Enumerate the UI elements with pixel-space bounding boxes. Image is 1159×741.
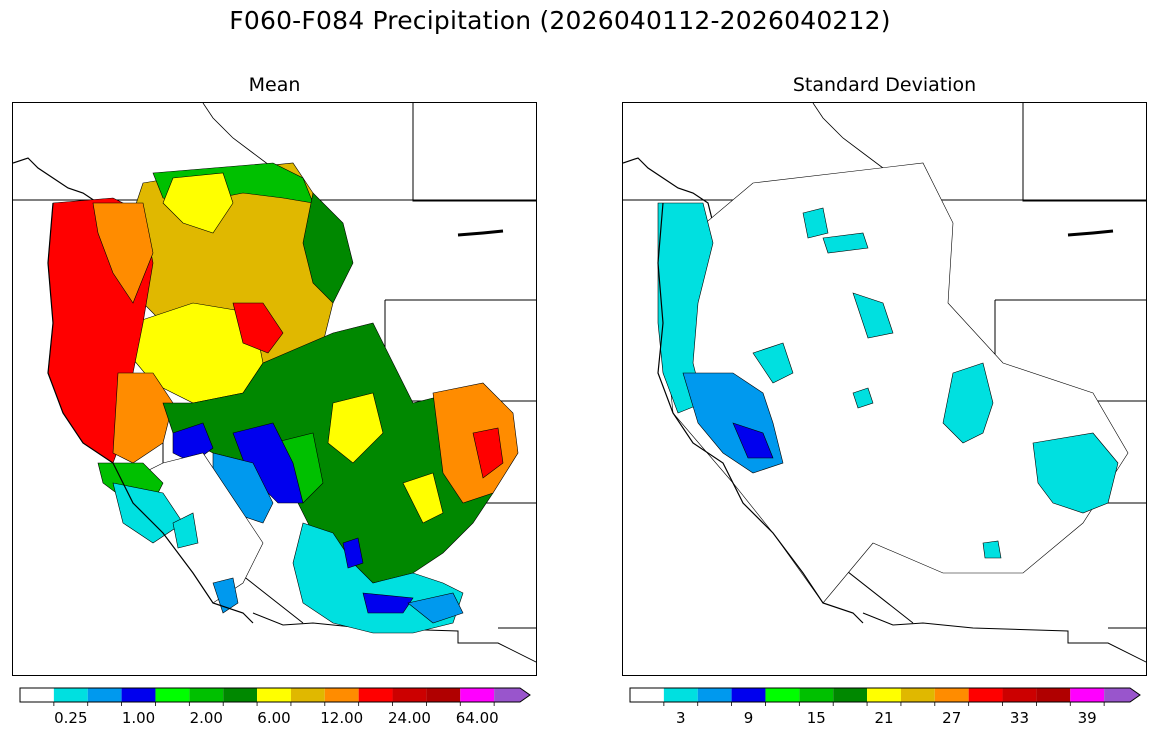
colorbar-mean-bin-6 xyxy=(223,688,258,702)
colorbar-mean-bin-8 xyxy=(290,688,325,702)
figure-title: F060-F084 Precipitation (2026040112-2026… xyxy=(229,6,891,35)
colorbar-mean-tick-label: 24.00 xyxy=(387,709,431,727)
colorbar-std-bin-11 xyxy=(1002,688,1037,702)
colorbar-std-bin-7 xyxy=(867,688,901,702)
colorbar-std-bin-13 xyxy=(1070,688,1105,702)
colorbar-mean-bin-12 xyxy=(426,688,461,702)
colorbar-std-bin-6 xyxy=(833,688,868,702)
colorbar-mean-tick-label: 2.00 xyxy=(189,709,223,727)
colorbar-mean-tick-label: 6.00 xyxy=(257,709,291,727)
colorbar-std-tick-label: 39 xyxy=(1077,709,1097,727)
colorbar-std-bin-5 xyxy=(799,688,834,702)
panel-title-std: Standard Deviation xyxy=(792,74,977,96)
colorbar-std-tick-label: 3 xyxy=(676,709,686,727)
colorbar-std-bin-14 xyxy=(1104,688,1140,702)
colorbar-std-bin-0 xyxy=(630,688,664,702)
colorbar-std-bin-10 xyxy=(968,688,1003,702)
colorbar-std-bin-12 xyxy=(1036,688,1071,702)
colorbar-std-outline xyxy=(629,687,1141,703)
colorbar-mean-bin-10 xyxy=(358,688,393,702)
colorbar-mean-tick-label: 1.00 xyxy=(121,709,156,727)
colorbar-std-tick-label: 15 xyxy=(806,709,826,727)
colorbar-std-bin-4 xyxy=(765,688,800,702)
colorbar-mean-bin-0 xyxy=(20,688,54,702)
colorbar-mean-bin-4 xyxy=(155,688,190,702)
colorbar-std-tick-label: 9 xyxy=(743,709,754,727)
colorbar-mean-bin-1 xyxy=(53,688,88,702)
colorbar-mean-bin-13 xyxy=(460,688,495,702)
colorbar-mean-outline xyxy=(19,687,531,703)
colorbar-std-bin-2 xyxy=(697,688,732,702)
colorbar-mean xyxy=(19,687,540,706)
colorbar-mean-tick-label: 0.25 xyxy=(54,709,88,727)
colorbar-mean-bin-5 xyxy=(189,688,224,702)
colorbar-mean-bin-14 xyxy=(494,688,530,702)
colorbar-mean-tick-label: 12.00 xyxy=(320,709,364,727)
colorbar-mean-bin-7 xyxy=(257,688,291,702)
std-map xyxy=(622,102,1147,676)
colorbar-mean-tick-label: 64.00 xyxy=(455,709,499,727)
colorbar-mean-bin-3 xyxy=(121,688,156,702)
panel-title-mean: Mean xyxy=(248,74,301,96)
colorbar-mean-bin-2 xyxy=(87,688,122,702)
mean-map xyxy=(12,102,537,676)
colorbar-std-bin-1 xyxy=(663,688,698,702)
colorbar-std-tick-label: 33 xyxy=(1009,709,1029,727)
colorbar-mean-bin-11 xyxy=(392,688,427,702)
colorbar-std-tick-label: 21 xyxy=(874,709,894,727)
colorbar-mean-bin-9 xyxy=(324,688,359,702)
colorbar-std-tick-label: 27 xyxy=(942,709,962,727)
colorbar-std xyxy=(629,687,1150,706)
colorbar-std-bin-8 xyxy=(900,688,935,702)
colorbar-std-bin-9 xyxy=(934,688,969,702)
colorbar-std-bin-3 xyxy=(731,688,766,702)
